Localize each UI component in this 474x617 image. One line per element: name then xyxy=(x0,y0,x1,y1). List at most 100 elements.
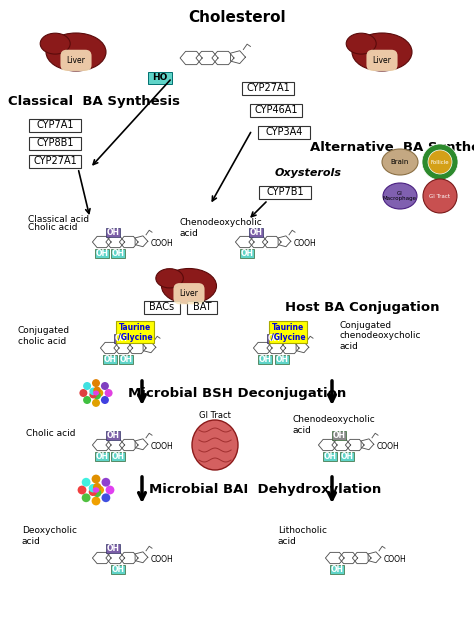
Circle shape xyxy=(78,486,86,494)
Circle shape xyxy=(422,144,458,180)
Text: O: O xyxy=(287,331,292,337)
Text: OH: OH xyxy=(241,249,254,257)
Circle shape xyxy=(105,389,113,397)
Bar xyxy=(119,355,133,363)
Circle shape xyxy=(83,382,91,390)
Text: OH: OH xyxy=(331,565,344,574)
Text: OH: OH xyxy=(111,249,125,257)
Text: Lithocholic
acid: Lithocholic acid xyxy=(278,526,327,545)
Bar xyxy=(95,249,109,257)
Circle shape xyxy=(101,478,110,487)
Ellipse shape xyxy=(382,149,418,175)
Circle shape xyxy=(93,483,101,491)
Circle shape xyxy=(433,155,447,169)
Text: CYP8B1: CYP8B1 xyxy=(36,138,74,148)
Circle shape xyxy=(96,389,103,397)
Text: OH: OH xyxy=(275,355,288,363)
Text: COOH: COOH xyxy=(384,555,407,565)
Ellipse shape xyxy=(352,33,412,71)
Text: OH: OH xyxy=(259,355,272,363)
Circle shape xyxy=(89,487,97,496)
Bar xyxy=(95,452,109,460)
Bar xyxy=(258,125,310,138)
Text: Classical acid: Classical acid xyxy=(28,215,89,225)
Text: OH: OH xyxy=(250,228,263,238)
Text: Follicle: Follicle xyxy=(431,160,449,165)
Ellipse shape xyxy=(162,268,217,304)
Ellipse shape xyxy=(383,183,417,209)
Circle shape xyxy=(82,494,91,502)
Text: Cholic acid: Cholic acid xyxy=(26,428,75,437)
Text: CYP46A1: CYP46A1 xyxy=(254,105,298,115)
Text: COOH: COOH xyxy=(294,239,317,249)
Circle shape xyxy=(93,392,101,399)
Bar xyxy=(111,249,125,257)
Bar xyxy=(274,355,289,363)
Bar xyxy=(116,321,154,344)
Text: COOH: COOH xyxy=(151,442,174,452)
Text: Microbial BSH Deconjugation: Microbial BSH Deconjugation xyxy=(128,386,346,399)
Bar xyxy=(332,431,346,441)
Text: COOH: COOH xyxy=(151,239,174,249)
Bar xyxy=(340,452,354,460)
Text: CYP27A1: CYP27A1 xyxy=(33,156,77,166)
Text: CYP7B1: CYP7B1 xyxy=(266,187,304,197)
Text: Chenodeoxycholic
acid: Chenodeoxycholic acid xyxy=(180,218,263,238)
Circle shape xyxy=(101,494,110,502)
Text: OH: OH xyxy=(119,355,132,363)
Bar xyxy=(144,300,180,313)
Text: OH: OH xyxy=(107,544,120,553)
Bar xyxy=(148,72,172,84)
Bar xyxy=(106,228,120,238)
Bar xyxy=(114,334,128,344)
Circle shape xyxy=(80,389,87,397)
Bar xyxy=(250,104,302,117)
Ellipse shape xyxy=(93,391,99,395)
Bar xyxy=(249,228,264,238)
Text: GI Tract: GI Tract xyxy=(429,194,450,199)
Text: OH: OH xyxy=(107,431,120,441)
Text: Brain: Brain xyxy=(391,159,409,165)
Circle shape xyxy=(428,150,452,174)
Bar xyxy=(103,355,117,363)
Ellipse shape xyxy=(156,268,183,288)
Bar xyxy=(242,81,294,94)
Text: OH: OH xyxy=(333,431,346,441)
Circle shape xyxy=(106,486,114,494)
Text: OH: OH xyxy=(107,228,120,238)
Bar xyxy=(259,186,311,199)
Circle shape xyxy=(93,386,101,394)
Circle shape xyxy=(89,484,97,492)
Bar xyxy=(269,321,307,344)
Text: OH: OH xyxy=(324,452,337,460)
Text: Cholic acid: Cholic acid xyxy=(28,223,78,233)
Text: Liver: Liver xyxy=(373,56,392,65)
Text: GI Tract: GI Tract xyxy=(199,410,231,420)
Circle shape xyxy=(93,489,101,497)
Text: Cholesterol: Cholesterol xyxy=(188,10,286,25)
Text: BACs: BACs xyxy=(149,302,174,312)
Text: HO: HO xyxy=(152,73,168,83)
Circle shape xyxy=(92,379,100,387)
Bar xyxy=(267,334,282,344)
Text: OH: OH xyxy=(340,452,353,460)
Bar xyxy=(106,544,120,553)
Ellipse shape xyxy=(46,33,106,71)
Text: CYP7A1: CYP7A1 xyxy=(36,120,74,130)
Ellipse shape xyxy=(192,420,238,470)
Ellipse shape xyxy=(93,487,99,493)
Circle shape xyxy=(91,497,100,505)
Text: GI
Macrophage: GI Macrophage xyxy=(383,191,417,201)
Text: OH: OH xyxy=(115,334,128,344)
Text: Taurine
/Glycine: Taurine /Glycine xyxy=(118,323,152,342)
Circle shape xyxy=(90,391,97,399)
Text: Taurine
/Glycine: Taurine /Glycine xyxy=(271,323,305,342)
Text: OH: OH xyxy=(95,452,108,460)
Text: COOH: COOH xyxy=(377,442,400,452)
Text: OH: OH xyxy=(103,355,116,363)
Bar xyxy=(240,249,255,257)
Text: CYP27A1: CYP27A1 xyxy=(246,83,290,93)
Circle shape xyxy=(101,382,109,390)
Text: OH: OH xyxy=(95,249,108,257)
Bar xyxy=(323,452,337,460)
